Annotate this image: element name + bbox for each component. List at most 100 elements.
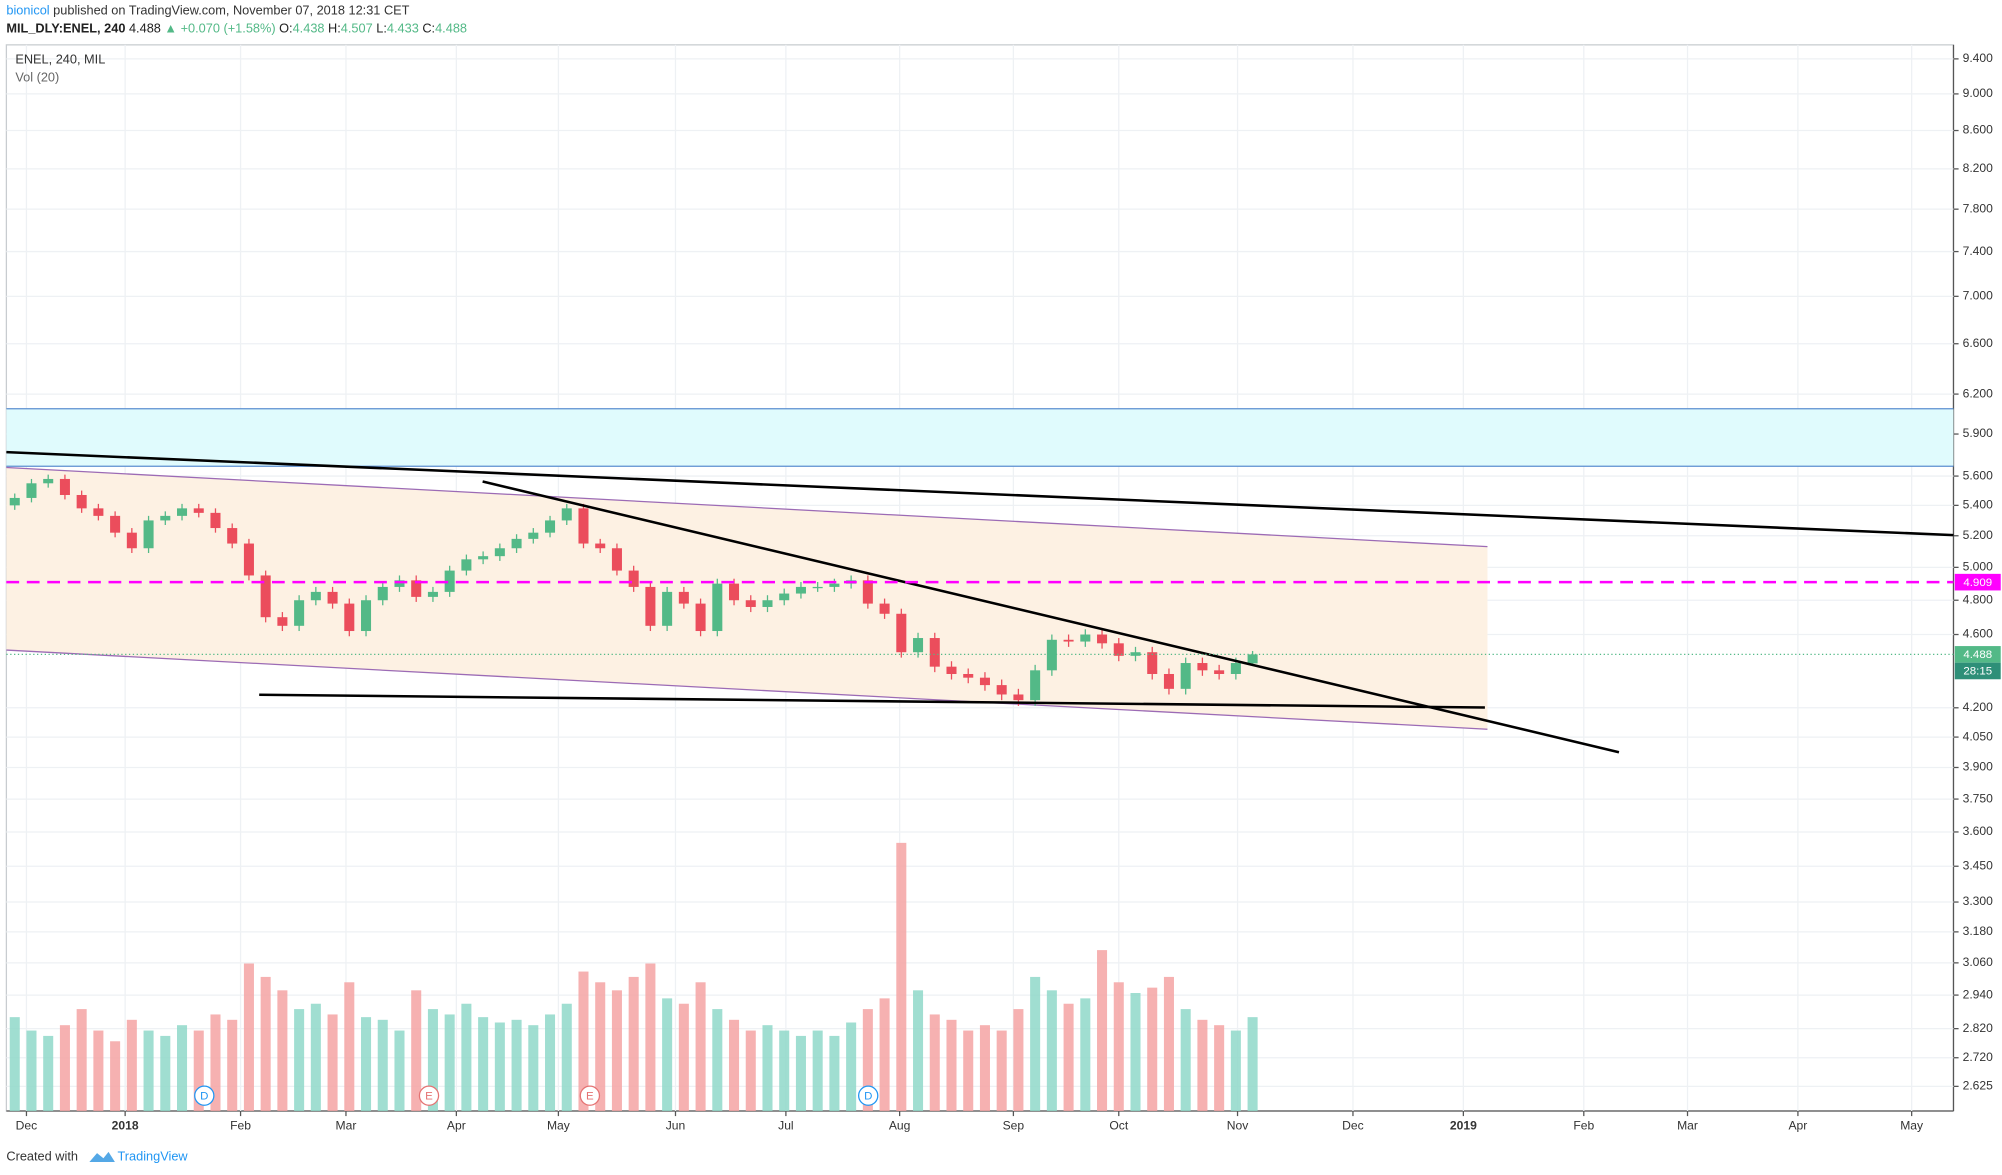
- volume-bar: [243, 963, 254, 1111]
- volume-bar: [427, 1009, 438, 1111]
- resistance-zone[interactable]: [6, 408, 1954, 467]
- candle-body: [1013, 694, 1024, 701]
- volume-bar: [444, 1014, 455, 1111]
- trendline[interactable]: [6, 450, 1954, 537]
- volume-bar: [1230, 1030, 1241, 1111]
- y-tick-label: 2.720: [1963, 1050, 1994, 1064]
- hline-price-tag: [1954, 573, 2001, 591]
- volume-bar: [1097, 950, 1108, 1111]
- last-price-label: 4.488: [1963, 649, 1992, 661]
- candle-body: [59, 478, 70, 495]
- volume-bar: [1197, 1019, 1208, 1111]
- volume-bar: [862, 1009, 873, 1111]
- footer-brand[interactable]: TradingView: [117, 1148, 188, 1163]
- channel-fill[interactable]: [6, 467, 1488, 730]
- volume-bar: [1030, 976, 1041, 1111]
- y-tick-label: 4.600: [1963, 627, 1994, 641]
- y-tick-label: 5.000: [1963, 560, 1994, 574]
- volume-bar: [294, 1009, 305, 1111]
- candle-body: [93, 508, 104, 516]
- candle-body: [1130, 652, 1141, 656]
- volume-bar: [1046, 990, 1057, 1111]
- x-tick-label: Nov: [1227, 1119, 1249, 1133]
- candle-body: [561, 508, 572, 521]
- volume-bar: [729, 1019, 740, 1111]
- author[interactable]: bionicol: [6, 3, 49, 18]
- channel-upper: [6, 466, 1488, 548]
- y-tick-label: 2.820: [1963, 1021, 1994, 1035]
- symbol: MIL_DLY:ENEL, 240: [6, 21, 125, 36]
- volume-bar: [1013, 1009, 1024, 1111]
- candle-body: [310, 591, 321, 601]
- candle-body: [377, 586, 388, 601]
- candle-body: [762, 600, 773, 607]
- y-tick-label: 2.940: [1963, 987, 1994, 1001]
- candle-body: [193, 508, 204, 513]
- l-key: L:: [376, 21, 387, 36]
- event-marker[interactable]: [418, 1085, 440, 1106]
- countdown-tag: [1954, 662, 2001, 680]
- event-markers: D E E D: [194, 1085, 879, 1106]
- volume-bar: [59, 1025, 70, 1111]
- legend-volume: Vol (20): [15, 69, 59, 84]
- event-marker[interactable]: [579, 1085, 601, 1106]
- x-tick-label: Sep: [1003, 1119, 1025, 1133]
- volume-bar: [478, 1017, 489, 1111]
- candles: [9, 474, 1258, 706]
- y-tick-label: 3.300: [1963, 894, 1994, 908]
- candle-body: [1214, 670, 1225, 674]
- drawings: [6, 408, 1954, 730]
- candle-body: [595, 543, 606, 549]
- x-tick-label: Dec: [16, 1119, 38, 1133]
- candle-body: [1230, 663, 1241, 674]
- candle-body: [1247, 654, 1258, 664]
- event-label: D: [200, 1090, 208, 1102]
- candle-body: [662, 591, 673, 626]
- event-label: E: [425, 1090, 433, 1102]
- candle-body: [545, 520, 556, 533]
- c-value: 4.488: [435, 21, 467, 36]
- volume-bar: [411, 990, 422, 1111]
- volume-bar: [1147, 987, 1158, 1111]
- volume-bar: [528, 1025, 539, 1111]
- volume-bar: [126, 1019, 137, 1111]
- candle-body: [243, 543, 254, 576]
- volume-bar: [511, 1019, 522, 1111]
- y-tick-label: 6.600: [1963, 336, 1994, 350]
- candle-body: [1097, 634, 1108, 644]
- candle-body: [996, 685, 1007, 695]
- candle-body: [277, 617, 288, 626]
- y-tick-label: 3.600: [1963, 824, 1994, 838]
- candle-body: [829, 583, 840, 587]
- x-tick-label: Feb: [230, 1119, 251, 1133]
- candle-body: [611, 548, 622, 571]
- y-tick-label: 3.900: [1963, 760, 1994, 774]
- volume-bar: [745, 1030, 756, 1111]
- candle-body: [227, 528, 238, 544]
- volume-bar: [1214, 1025, 1225, 1111]
- x-tick-label: Jun: [666, 1119, 686, 1133]
- trendline[interactable]: [259, 693, 1485, 709]
- volume-bar: [210, 1014, 221, 1111]
- y-tick-label: 7.000: [1963, 289, 1994, 303]
- volume-bar: [545, 1014, 556, 1111]
- y-tick-label: 4.050: [1963, 729, 1994, 743]
- change: +0.070 (+1.58%): [181, 21, 276, 36]
- event-marker[interactable]: [194, 1085, 215, 1106]
- volume-bar: [611, 990, 622, 1111]
- volume-bar: [76, 1009, 87, 1111]
- volume-bar: [929, 1014, 940, 1111]
- publish-line: bionicol published on TradingView.com, N…: [6, 3, 409, 18]
- candle-body: [1113, 643, 1124, 656]
- candle-body: [444, 570, 455, 592]
- candle-body: [110, 515, 121, 533]
- x-tick-label: May: [547, 1119, 571, 1133]
- candle-body: [963, 673, 974, 678]
- y-tick-label: 4.800: [1963, 592, 1994, 606]
- event-marker[interactable]: [858, 1085, 879, 1106]
- brand-logo: [89, 1151, 115, 1163]
- candle-body: [43, 478, 54, 484]
- volume-bar: [1130, 993, 1141, 1111]
- hline-price-label: 4.909: [1963, 577, 1992, 589]
